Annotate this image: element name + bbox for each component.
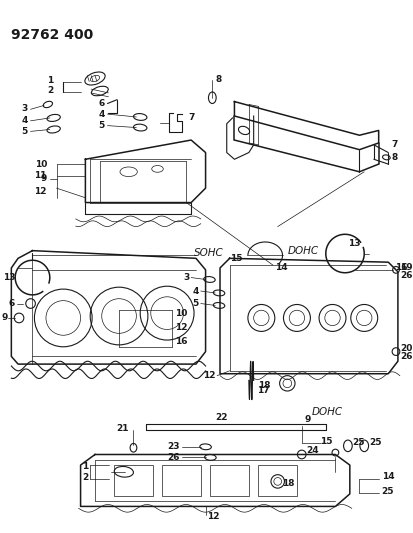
Text: 12: 12 [34, 187, 47, 196]
Text: 22: 22 [215, 414, 228, 423]
Bar [114, 465, 153, 496]
Text: 5: 5 [192, 299, 199, 308]
Text: 13: 13 [348, 239, 361, 248]
Text: 24: 24 [306, 446, 319, 455]
Text: 21: 21 [116, 424, 129, 433]
Text: 4: 4 [21, 116, 28, 125]
Text: 2: 2 [82, 473, 88, 482]
Bar [259, 465, 297, 496]
Text: 2: 2 [47, 86, 54, 94]
Text: 5: 5 [98, 121, 104, 130]
Text: 4: 4 [98, 110, 104, 118]
Text: 10: 10 [35, 159, 47, 168]
Text: 8: 8 [215, 75, 221, 84]
Text: 14: 14 [275, 263, 287, 272]
Bar [210, 465, 249, 496]
Text: 23: 23 [167, 442, 180, 451]
Text: 11: 11 [34, 171, 47, 180]
Text: 8: 8 [391, 153, 397, 162]
Text: 15: 15 [230, 254, 242, 263]
Text: 13: 13 [3, 273, 15, 282]
Text: 12: 12 [207, 513, 220, 521]
Text: 9: 9 [1, 313, 7, 322]
Text: SOHC: SOHC [194, 247, 224, 257]
Text: 7: 7 [391, 140, 398, 149]
Text: 16: 16 [395, 263, 408, 272]
Text: 18: 18 [259, 381, 271, 390]
Text: 25: 25 [369, 439, 382, 447]
Text: 9: 9 [40, 174, 47, 183]
Text: 26: 26 [167, 453, 180, 462]
Text: 16: 16 [175, 337, 188, 346]
Text: 19: 19 [400, 263, 413, 272]
Text: 25: 25 [353, 439, 365, 447]
Text: 1: 1 [82, 463, 88, 472]
Text: 1: 1 [47, 76, 54, 85]
Text: DOHC: DOHC [311, 407, 342, 417]
Text: 7: 7 [188, 114, 195, 123]
Text: 20: 20 [400, 344, 412, 353]
Text: 4: 4 [192, 287, 199, 295]
Text: 15: 15 [320, 437, 332, 446]
Text: 12: 12 [203, 371, 215, 380]
Text: 92762 400: 92762 400 [11, 28, 94, 42]
Text: 17: 17 [256, 385, 269, 394]
Text: 25: 25 [382, 487, 394, 496]
Text: 6: 6 [9, 299, 15, 308]
Text: 5: 5 [21, 127, 28, 136]
Text: DOHC: DOHC [287, 246, 318, 256]
Text: 12: 12 [175, 323, 188, 332]
Text: 26: 26 [400, 352, 412, 361]
Text: 6: 6 [98, 99, 104, 108]
Text: 10: 10 [175, 309, 187, 318]
Text: 18: 18 [282, 479, 295, 488]
Text: 9: 9 [305, 415, 311, 424]
Bar [162, 465, 201, 496]
Text: 14: 14 [382, 472, 394, 481]
Text: 26: 26 [400, 271, 412, 280]
Text: 3: 3 [21, 104, 28, 113]
Text: 3: 3 [183, 273, 189, 282]
